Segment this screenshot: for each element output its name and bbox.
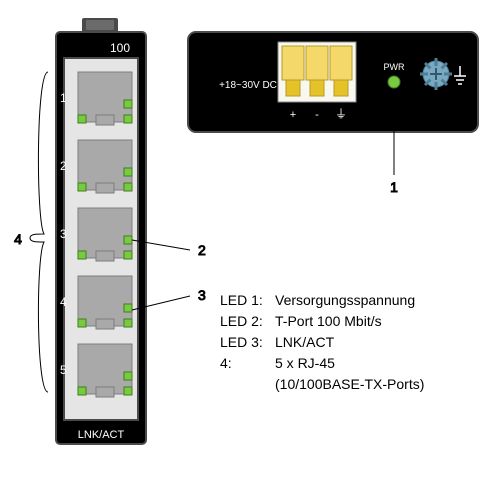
legend-key <box>220 374 275 395</box>
rj45-port-3 <box>78 208 132 261</box>
port-number-3: 3 <box>60 227 67 241</box>
rj45-port-1 <box>78 72 132 125</box>
terminal-symbol-plus: + <box>290 109 296 121</box>
callout-4: 4 <box>14 231 22 247</box>
legend-row: 4: 5 x RJ-45 <box>220 353 424 374</box>
legend-row: LED 2: T-Port 100 Mbit/s <box>220 311 424 332</box>
legend-key: LED 2: <box>220 311 275 332</box>
legend-value: LNK/ACT <box>275 332 424 353</box>
port-number-4: 4 <box>60 295 67 309</box>
front-top-label: 100 <box>110 41 130 55</box>
legend-row: LED 1: Versorgungsspannung <box>220 290 424 311</box>
port-number-2: 2 <box>60 159 67 173</box>
pwr-led <box>388 76 400 88</box>
pwr-label: PWR <box>384 62 405 72</box>
legend-value: T-Port 100 Mbit/s <box>275 311 424 332</box>
terminal-block <box>278 42 356 102</box>
legend-value: Versorgungsspannung <box>275 290 424 311</box>
callout-3: 3 <box>198 287 206 303</box>
front-bottom-label: LNK/ACT <box>78 429 125 441</box>
rj45-port-2 <box>78 140 132 193</box>
legend-row: LED 3: LNK/ACT <box>220 332 424 353</box>
rj45-port-5 <box>78 344 132 397</box>
terminal-symbol-ground: ⏚ <box>335 107 347 121</box>
legend-value: 5 x RJ-45 <box>275 353 424 374</box>
front-view: 100 <box>56 18 146 444</box>
legend-key: LED 1: <box>220 290 275 311</box>
rj45-port-4 <box>78 276 132 329</box>
callout-2: 2 <box>198 242 206 258</box>
top-view: +18~30V DC + - ⏚ PWR <box>188 32 478 132</box>
legend-key: LED 3: <box>220 332 275 353</box>
terminal-symbol-minus: - <box>315 109 319 121</box>
legend-value: (10/100BASE-TX-Ports) <box>275 374 424 395</box>
port-number-1: 1 <box>60 91 67 105</box>
device-diagram: 100 <box>0 0 500 500</box>
voltage-label: +18~30V DC <box>219 80 277 91</box>
legend-table: LED 1: Versorgungsspannung LED 2: T-Port… <box>220 290 424 395</box>
legend-key: 4: <box>220 353 275 374</box>
callout-1: 1 <box>390 179 398 195</box>
port-number-5: 5 <box>60 363 67 377</box>
legend-row: (10/100BASE-TX-Ports) <box>220 374 424 395</box>
